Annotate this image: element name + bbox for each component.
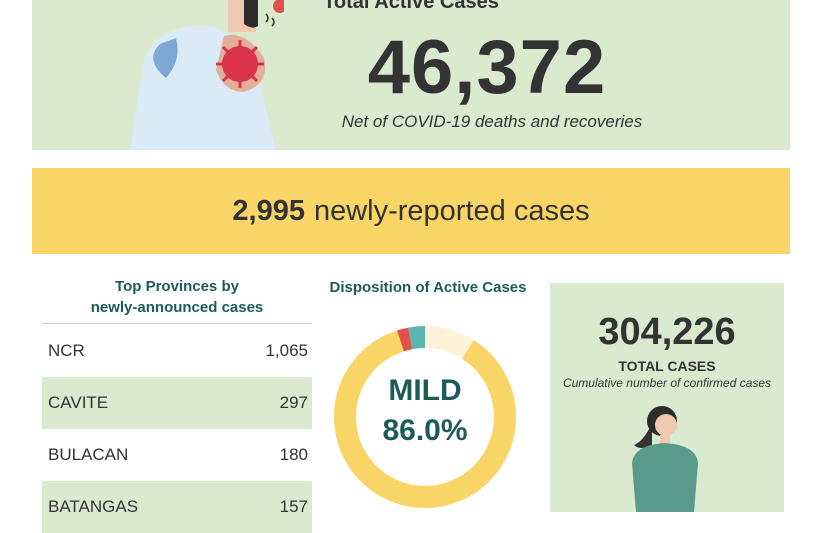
province-row: NCR 1,065 — [42, 325, 312, 377]
provinces-title-line2: newly-announced cases — [90, 299, 264, 316]
province-row: BATANGAS 157 — [42, 481, 312, 533]
donut-segment — [334, 326, 516, 508]
province-row: CAVITE 297 — [42, 377, 312, 429]
active-cases-note: Net of COVID-19 deaths and recoveries — [341, 112, 643, 131]
province-row: BULACAN 180 — [42, 429, 312, 481]
province-name: BATANGAS — [48, 497, 139, 516]
active-cases-number: 46,372 — [367, 25, 607, 110]
province-name: CAVITE — [48, 393, 109, 412]
province-name: NCR — [48, 341, 85, 360]
disposition-center-value: 86.0% — [382, 414, 467, 447]
province-value: 180 — [279, 445, 308, 464]
person-coughing-icon — [130, 0, 284, 150]
new-cases-label: newly-reported cases — [313, 194, 590, 227]
province-value: 157 — [279, 497, 308, 516]
disposition-center-label: MILD — [388, 374, 461, 407]
disposition-donut: MILD 86.0% — [334, 326, 516, 508]
provinces-title: Top Provinces by newly-announced cases — [42, 276, 312, 318]
new-cases-number: 2,995 — [232, 194, 305, 227]
total-cases-note: Cumulative number of confirmed cases — [562, 376, 772, 390]
woman-standing-icon — [632, 406, 698, 512]
total-cases-label: TOTAL CASES — [618, 358, 716, 374]
province-name: BULACAN — [48, 445, 129, 464]
active-cases-panel: Total Active Cases 46,372 Net of COVID-1… — [32, 0, 790, 150]
new-cases-banner: 2,995 newly-reported cases — [32, 168, 790, 254]
virus-icon — [216, 40, 264, 88]
provinces-divider — [42, 323, 312, 324]
active-cases-title: Total Active Cases — [323, 0, 499, 13]
total-cases-number: 304,226 — [598, 311, 736, 353]
province-value: 1,065 — [265, 341, 308, 360]
province-value: 297 — [279, 393, 308, 412]
disposition-title: Disposition of Active Cases — [329, 279, 527, 296]
donut-segment — [334, 326, 516, 508]
total-cases-panel: 304,226 TOTAL CASES Cumulative number of… — [550, 283, 784, 512]
provinces-title-line1: Top Provinces by — [115, 278, 239, 295]
